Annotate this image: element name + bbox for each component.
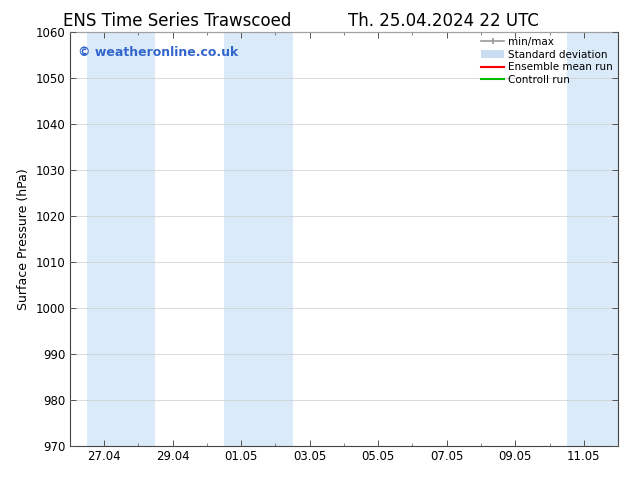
Text: ENS Time Series Trawscoed: ENS Time Series Trawscoed [63, 12, 292, 30]
Bar [567, 32, 618, 446]
Bar [224, 32, 292, 446]
Bar [87, 32, 155, 446]
Text: Th. 25.04.2024 22 UTC: Th. 25.04.2024 22 UTC [348, 12, 540, 30]
Y-axis label: Surface Pressure (hPa): Surface Pressure (hPa) [17, 168, 30, 310]
Text: © weatheronline.co.uk: © weatheronline.co.uk [78, 47, 238, 59]
Legend: min/max, Standard deviation, Ensemble mean run, Controll run: min/max, Standard deviation, Ensemble me… [479, 35, 615, 87]
